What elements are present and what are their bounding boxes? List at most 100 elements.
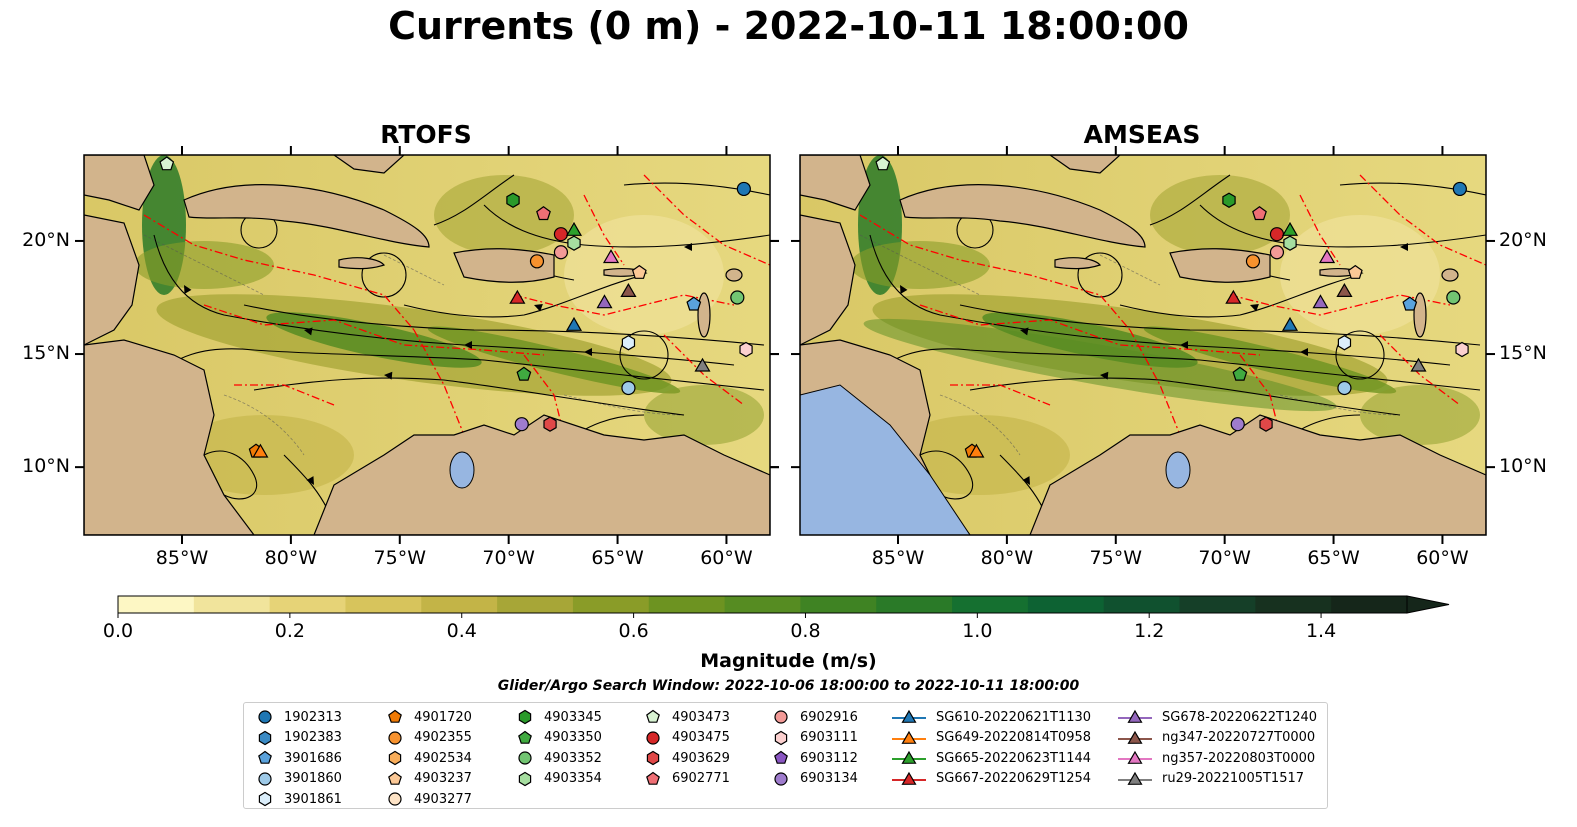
colorbar-tick-label: 0.2: [274, 620, 305, 642]
axis-tick-label: 15°N: [1499, 342, 1547, 365]
map-panel-rtofs: [84, 155, 770, 535]
platform-marker-4902355: [1245, 254, 1261, 269]
legend: 1902313 1902383 3901686 3901860 3901861 49017…: [243, 702, 1328, 809]
axis-tick-label: 60°W: [700, 547, 753, 569]
legend-label: 1902313: [284, 709, 342, 725]
platform-marker-4903350: [516, 366, 532, 381]
legend-marker-hexagon-icon: [518, 710, 532, 725]
platform-marker-6903134: [514, 417, 529, 432]
platform-marker-4903345: [506, 192, 520, 208]
axis-tick-label: 85°W: [155, 547, 209, 569]
legend-marker-triangle-icon: [892, 730, 926, 744]
map-frame-amseas: [799, 154, 1487, 536]
legend-entry: 4903350: [514, 728, 602, 749]
platform-marker-4903354: [567, 235, 581, 251]
legend-marker-triangle-icon: [1118, 710, 1152, 724]
legend-marker-circle-icon: [388, 731, 402, 745]
legend-label: SG667-20220629T1254: [936, 771, 1092, 787]
legend-marker-circle-icon: [258, 772, 272, 786]
platform-marker-4903473: [875, 156, 891, 171]
colorbar-tick-label: 0.0: [102, 620, 134, 642]
legend-marker-hexagon-icon: [258, 792, 272, 807]
platform-marker-4903629: [543, 416, 557, 432]
platform-marker-ru29-20221005T1517: [694, 357, 711, 372]
legend-marker-circle-icon: [646, 731, 660, 745]
platform-marker-6903111: [1455, 341, 1469, 358]
legend-entry: 4903345: [514, 707, 602, 728]
legend-entry: 1902313: [254, 707, 342, 728]
legend-label: 4903350: [544, 730, 602, 746]
search-window-caption: Glider/Argo Search Window: 2022-10-06 18…: [497, 678, 1080, 694]
map-frame-rtofs: [83, 154, 771, 536]
legend-marker-hexagon-icon: [646, 751, 660, 766]
platform-marker-4903354: [1283, 235, 1297, 251]
platform-marker-SG665-20220623T1144: [1281, 221, 1299, 236]
legend-entry: 6902771: [642, 769, 730, 790]
platform-marker-ng347-20220727T0000: [1336, 283, 1353, 297]
legend-label: ru29-20221005T1517: [1162, 771, 1305, 787]
legend-label: 6903134: [800, 771, 858, 787]
legend-label: 6902771: [672, 771, 730, 787]
platform-marker-SG665-20220623T1144: [565, 221, 583, 236]
axis-tick-label: 10°N: [22, 455, 70, 478]
platform-markers-rtofs: [159, 156, 753, 458]
legend-column: 1902313 1902383 3901686 3901860 3901861: [254, 707, 342, 810]
legend-marker-hexagon-icon: [518, 771, 532, 786]
colorbar-label: Magnitude (m/s): [700, 650, 877, 672]
legend-label: 6903111: [800, 730, 858, 746]
platform-marker-1902313: [1452, 181, 1467, 197]
platform-marker-ng357-20220803T0000: [602, 249, 620, 264]
legend-label: 3901861: [284, 791, 342, 807]
map-panels: [75, 146, 1495, 544]
platform-marker-SG649-20220814T0958: [252, 443, 269, 458]
legend-column: 4901720 4902355 4902534 4903237 4903277: [384, 707, 472, 810]
platform-marker-3901686: [1402, 296, 1418, 311]
platform-marker-6903111: [739, 341, 753, 358]
legend-label: SG610-20220621T1130: [936, 709, 1092, 725]
legend-entry: SG610-20220621T1130: [890, 707, 1091, 728]
platform-marker-6902771: [536, 206, 551, 221]
legend-entry: SG678-20220622T1240: [1116, 707, 1317, 728]
legend-marker-triangle-icon: [1118, 771, 1152, 785]
legend-marker-triangle-icon: [1118, 751, 1152, 765]
platform-marker-4903352: [730, 290, 745, 305]
panel-title-rtofs: RTOFS: [380, 120, 472, 149]
colorbar-tick-label: 1.4: [1305, 620, 1337, 642]
legend-entry: 4903629: [642, 748, 730, 769]
legend-label: SG678-20220622T1240: [1162, 709, 1318, 725]
axis-tick-label: 15°N: [22, 342, 70, 365]
legend-label: 3901686: [284, 750, 342, 766]
legend-column: SG610-20220621T1130 SG649-20220814T0958 SG…: [890, 707, 1091, 789]
axis-tick-label: 20°N: [1499, 228, 1547, 251]
legend-entry: 4902534: [384, 748, 472, 769]
platform-marker-6903134: [1230, 417, 1245, 432]
legend-marker-circle-icon: [774, 772, 788, 786]
legend-label: 4903345: [544, 709, 602, 725]
map-panel-amseas: [800, 155, 1486, 535]
platform-marker-ru29-20221005T1517: [1410, 357, 1427, 372]
axis-tick-label: 10°N: [1499, 455, 1547, 478]
platform-markers-amseas: [875, 156, 1469, 458]
platform-marker-3901686: [686, 296, 702, 311]
legend-marker-pentagon-icon: [518, 730, 532, 744]
legend-label: 4903473: [672, 709, 730, 725]
platform-marker-4903475: [1269, 227, 1285, 242]
legend-marker-circle-icon: [518, 751, 532, 765]
legend-entry: SG649-20220814T0958: [890, 728, 1091, 749]
legend-label: ng357-20220803T0000: [1162, 750, 1316, 766]
platform-marker-SG667-20220629T1254: [509, 289, 526, 304]
legend-entry: 4903277: [384, 789, 472, 810]
legend-entry: 6903111: [770, 728, 858, 749]
legend-marker-triangle-icon: [892, 751, 926, 765]
panel-title-amseas: AMSEAS: [1083, 120, 1201, 149]
legend-entry: 4903237: [384, 769, 472, 790]
platform-marker-4903629: [1259, 416, 1273, 432]
platform-marker-SG649-20220814T0958: [968, 443, 985, 458]
platform-marker-6902916: [1269, 245, 1285, 260]
axis-tick-label: 70°W: [482, 547, 535, 569]
axis-tick-label: 20°N: [22, 228, 70, 251]
legend-entry: 4903473: [642, 707, 730, 728]
axis-tick-label: 80°W: [980, 547, 1034, 569]
colorbar-tick-label: 0.6: [618, 620, 649, 642]
colorbar-tick-label: 1.2: [1134, 620, 1165, 642]
